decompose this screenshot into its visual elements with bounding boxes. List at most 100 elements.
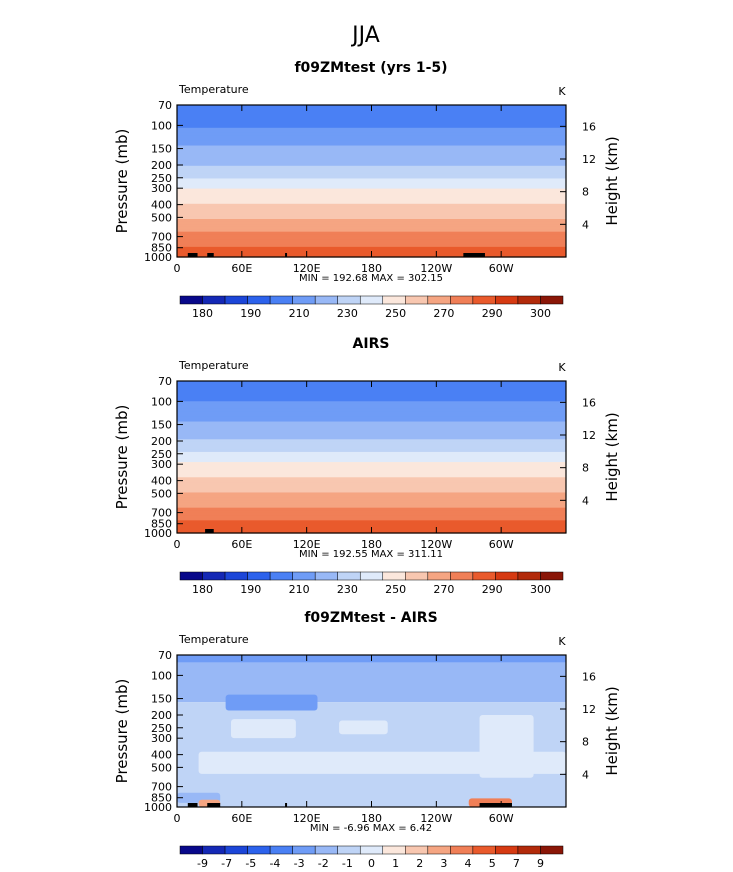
x-tick-label: 60E: [231, 262, 252, 275]
field-band: [177, 505, 566, 509]
x-tick-label: 0: [174, 812, 181, 825]
x-tick-label: 180: [361, 812, 382, 825]
field-band: [177, 487, 566, 491]
colorbar-label: -1: [342, 857, 353, 870]
anomaly-region: [198, 751, 566, 774]
y-axis-title: Pressure (mb): [113, 129, 131, 234]
height-label: 12: [582, 703, 596, 716]
field-band: [177, 127, 566, 131]
panel-title: f09ZMtest (yrs 1-5): [294, 60, 447, 76]
field-band: [177, 135, 566, 139]
pressure-label: 250: [151, 448, 172, 461]
field-band: [177, 130, 566, 134]
x-tick-label: 0: [174, 262, 181, 275]
field-band: [177, 201, 566, 205]
field-band: [177, 122, 566, 126]
field-band: [177, 467, 566, 471]
pressure-label: 1000: [144, 801, 172, 814]
colorbar-label: 210: [289, 307, 310, 320]
field-band: [177, 441, 566, 445]
colorbar-swatch: [224, 845, 248, 855]
colorbar-swatch: [224, 571, 248, 581]
field-band: [177, 457, 566, 461]
colorbar-swatch: [427, 571, 451, 581]
height-label: 16: [582, 396, 596, 409]
colorbar-swatch: [405, 845, 429, 855]
field-band: [177, 193, 566, 197]
colorbar-label: 9: [537, 857, 544, 870]
field-band: [177, 497, 566, 501]
height-label: 16: [582, 670, 596, 683]
field-band: [177, 186, 566, 190]
colorbar-swatch: [427, 845, 451, 855]
field-band: [177, 434, 566, 438]
field-layer: [177, 105, 566, 258]
colorbar-label: 270: [433, 307, 454, 320]
pressure-label: 500: [151, 211, 172, 224]
field-band: [177, 226, 566, 230]
colorbar-label: 180: [192, 307, 213, 320]
colorbar-label: 190: [240, 307, 261, 320]
colorbar-swatch: [517, 845, 541, 855]
height-label: 8: [582, 186, 589, 199]
pressure-label: 850: [151, 792, 172, 805]
field-band: [177, 206, 566, 210]
anomaly-region: [231, 719, 296, 739]
field-band: [177, 396, 566, 400]
field-band: [177, 462, 566, 466]
x-tick-label: 120E: [293, 812, 321, 825]
field-band: [177, 125, 566, 129]
colorbar-label: 250: [385, 583, 406, 596]
colorbar-swatch: [337, 571, 361, 581]
field-band: [177, 477, 566, 481]
topography-mask: [207, 253, 214, 257]
field-band: [177, 492, 566, 496]
topography-mask: [205, 529, 214, 533]
height-label: 12: [582, 429, 596, 442]
field-band: [177, 244, 566, 248]
pressure-label: 250: [151, 172, 172, 185]
colorbar-swatch: [269, 845, 293, 855]
y2-axis-title: Height (km): [603, 686, 621, 775]
y-axis-title: Pressure (mb): [113, 679, 131, 784]
field-band: [177, 502, 566, 506]
colorbar-swatch: [314, 295, 338, 305]
pressure-label: 150: [151, 419, 172, 432]
colorbar-swatch: [495, 845, 519, 855]
field-band: [177, 459, 566, 463]
pressure-label: 700: [151, 781, 172, 794]
x-tick-label: 120W: [420, 812, 452, 825]
field-band: [177, 421, 566, 425]
colorbar-label: -2: [318, 857, 329, 870]
field-band: [177, 249, 566, 253]
field-band: [177, 406, 566, 410]
pressure-label: 70: [158, 649, 172, 662]
field-band: [177, 479, 566, 483]
topography-mask: [479, 803, 512, 807]
pressure-label: 250: [151, 722, 172, 735]
colorbar-swatch: [540, 571, 564, 581]
colorbar-swatch: [382, 845, 406, 855]
x-tick-label: 0: [174, 538, 181, 551]
colorbar-label: -9: [197, 857, 208, 870]
field-band: [177, 510, 566, 514]
field-band: [177, 145, 566, 149]
field-band: [177, 482, 566, 486]
field-band: [177, 424, 566, 428]
field-band: [177, 391, 566, 395]
x-tick-label: 60W: [489, 538, 514, 551]
field-band: [177, 403, 566, 407]
pressure-label: 500: [151, 487, 172, 500]
field-band: [177, 408, 566, 412]
colorbar-label: 270: [433, 583, 454, 596]
y2-axis-title: Height (km): [603, 412, 621, 501]
colorbar-label: 0: [368, 857, 375, 870]
field-band: [177, 246, 566, 250]
x-tick-label: 180: [361, 262, 382, 275]
pressure-label: 400: [151, 475, 172, 488]
field-band: [177, 444, 566, 448]
field-band: [177, 143, 566, 147]
colorbar-swatch: [472, 295, 496, 305]
figure-title: JJA: [350, 23, 380, 48]
